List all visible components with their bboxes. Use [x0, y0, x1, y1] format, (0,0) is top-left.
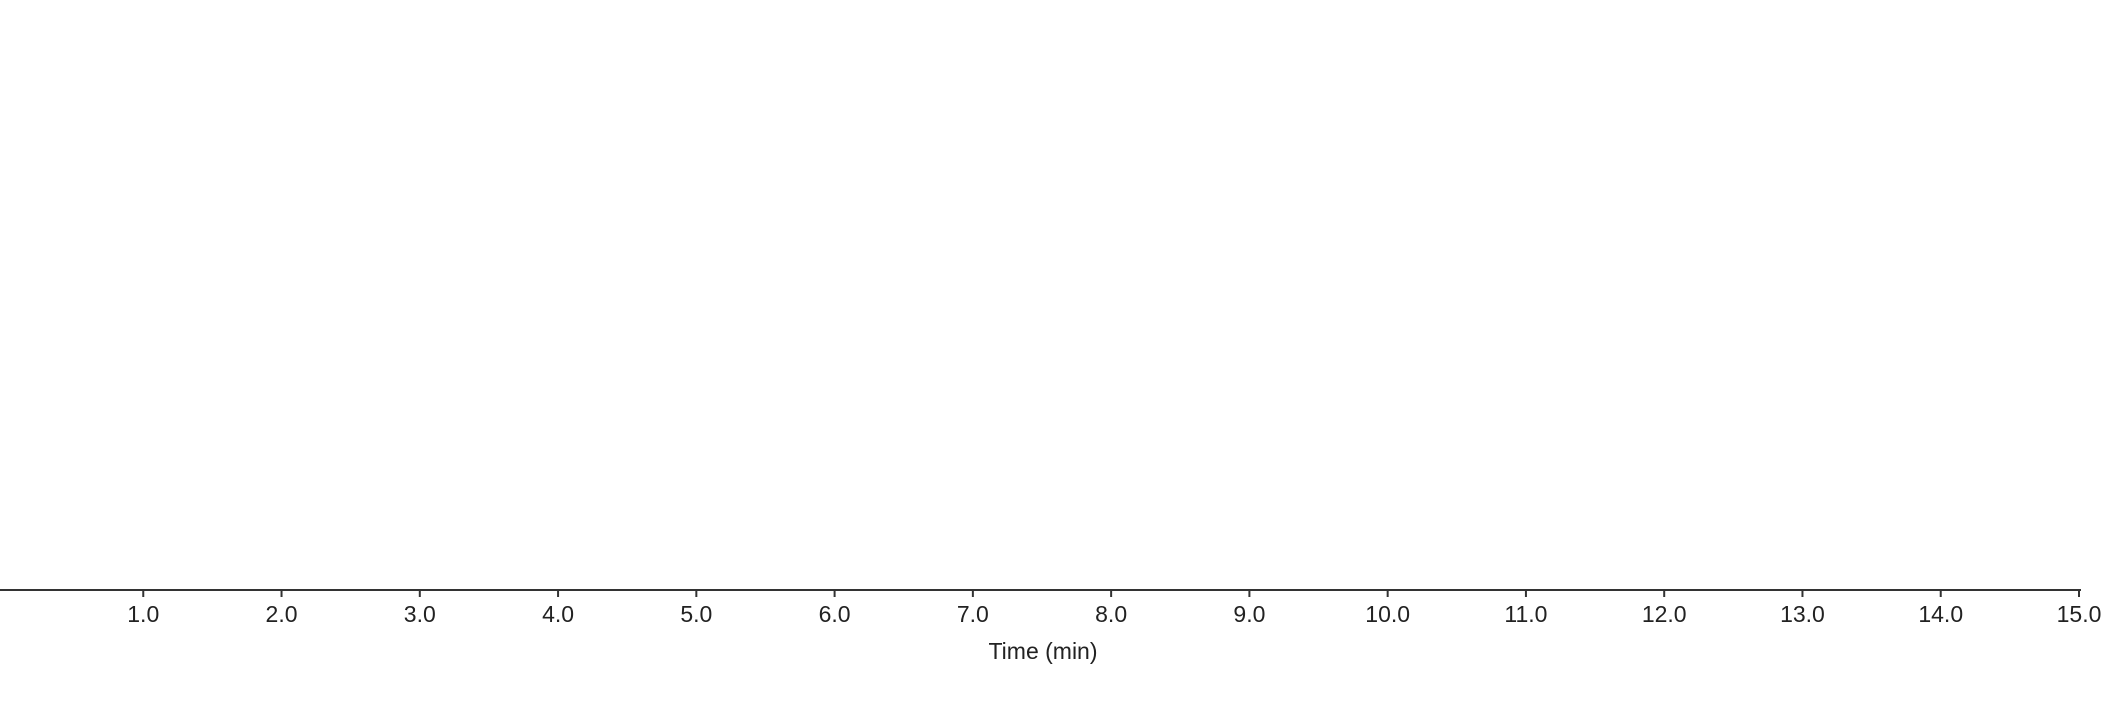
- x-tick-label: 12.0: [1642, 601, 1687, 627]
- x-tick-label: 10.0: [1365, 601, 1410, 627]
- x-tick-label: 15.0: [2057, 601, 2102, 627]
- x-tick-label: 7.0: [957, 601, 989, 627]
- x-tick-label: 5.0: [680, 601, 712, 627]
- x-tick-label: 14.0: [1918, 601, 1963, 627]
- x-tick-label: 9.0: [1233, 601, 1265, 627]
- x-tick-label: 8.0: [1095, 601, 1127, 627]
- x-tick-label: 6.0: [819, 601, 851, 627]
- x-tick-label: 13.0: [1780, 601, 1825, 627]
- x-tick-label: 4.0: [542, 601, 574, 627]
- x-tick-label: 11.0: [1504, 601, 1547, 627]
- x-tick-label: 1.0: [127, 601, 159, 627]
- x-tick-label: 3.0: [404, 601, 436, 627]
- x-tick-label: 2.0: [266, 601, 298, 627]
- x-axis-title: Time (min): [988, 638, 1097, 664]
